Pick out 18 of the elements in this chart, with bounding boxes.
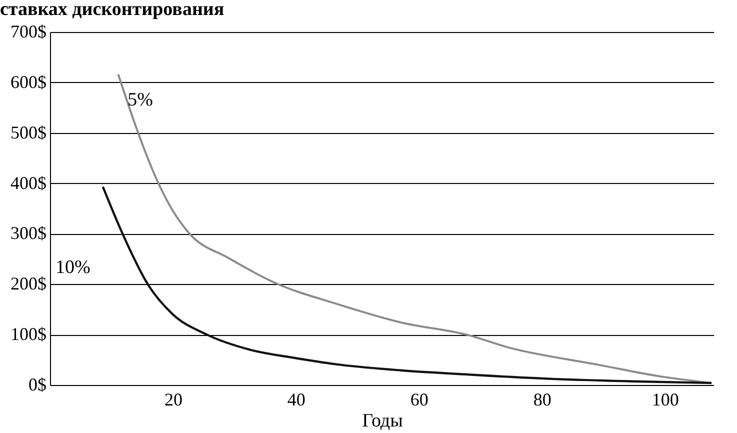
y-tick-label: 600$	[10, 72, 46, 92]
y-tick-label: 0$	[28, 374, 46, 394]
y-tick-label: 200$	[10, 274, 46, 294]
x-axis-title: Годы	[362, 410, 404, 432]
y-tick-label: 500$	[10, 122, 46, 142]
text: 10%	[55, 256, 90, 278]
x-tick-label: 60	[410, 390, 428, 410]
x-tick-label: 80	[533, 390, 552, 410]
chart-title: ставках дисконтирования	[0, 0, 224, 20]
y-tick-label: 300$	[10, 223, 46, 244]
x-tick-label: 20	[164, 390, 182, 410]
y-tick-label: 700$	[10, 22, 46, 42]
x-tick-label: 100	[652, 390, 679, 410]
line-series	[102, 186, 713, 384]
x-tick-label: 40	[287, 390, 306, 410]
y-tick-label: 100$	[10, 324, 46, 344]
series-label: 5%	[128, 89, 154, 110]
y-tick-label: 400$	[10, 172, 46, 193]
